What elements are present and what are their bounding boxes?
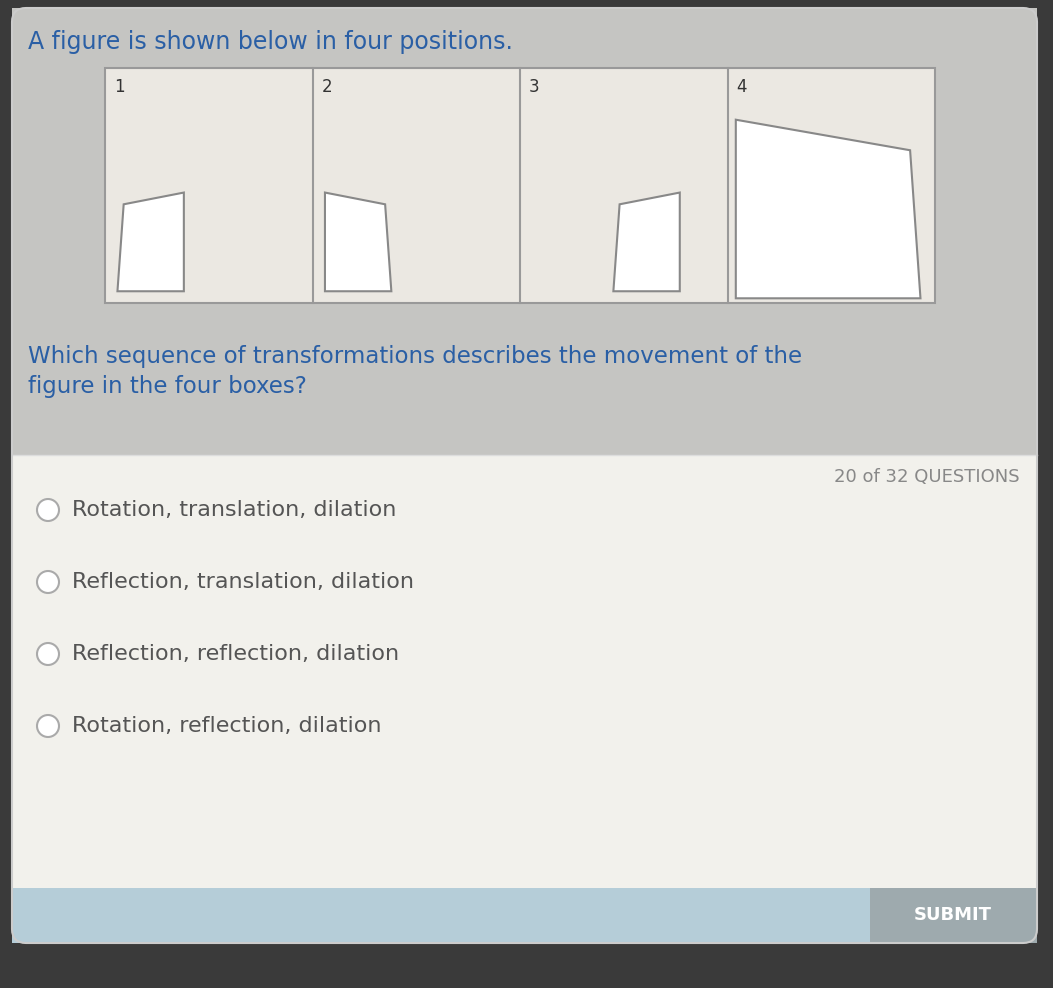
Bar — [870, 888, 1037, 943]
Text: 1: 1 — [114, 78, 124, 96]
Text: 20 of 32 QUESTIONS: 20 of 32 QUESTIONS — [834, 468, 1020, 486]
Bar — [105, 68, 935, 303]
Text: SUBMIT: SUBMIT — [914, 906, 992, 924]
FancyBboxPatch shape — [12, 8, 1037, 463]
Circle shape — [37, 715, 59, 737]
Polygon shape — [325, 193, 392, 291]
Polygon shape — [118, 193, 184, 291]
Text: A figure is shown below in four positions.: A figure is shown below in four position… — [28, 30, 513, 54]
Circle shape — [37, 571, 59, 593]
Text: 2: 2 — [321, 78, 332, 96]
Polygon shape — [614, 193, 680, 291]
Circle shape — [37, 643, 59, 665]
Circle shape — [37, 499, 59, 521]
Bar — [12, 455, 1037, 935]
Text: Rotation, translation, dilation: Rotation, translation, dilation — [72, 500, 396, 520]
Text: 4: 4 — [736, 78, 747, 96]
Polygon shape — [736, 120, 920, 298]
Text: Reflection, translation, dilation: Reflection, translation, dilation — [72, 572, 414, 592]
Text: Rotation, reflection, dilation: Rotation, reflection, dilation — [72, 716, 381, 736]
Text: Which sequence of transformations describes the movement of the: Which sequence of transformations descri… — [28, 345, 802, 368]
Bar — [12, 888, 870, 943]
Text: figure in the four boxes?: figure in the four boxes? — [28, 375, 306, 398]
Text: Reflection, reflection, dilation: Reflection, reflection, dilation — [72, 644, 399, 664]
Text: 3: 3 — [529, 78, 539, 96]
